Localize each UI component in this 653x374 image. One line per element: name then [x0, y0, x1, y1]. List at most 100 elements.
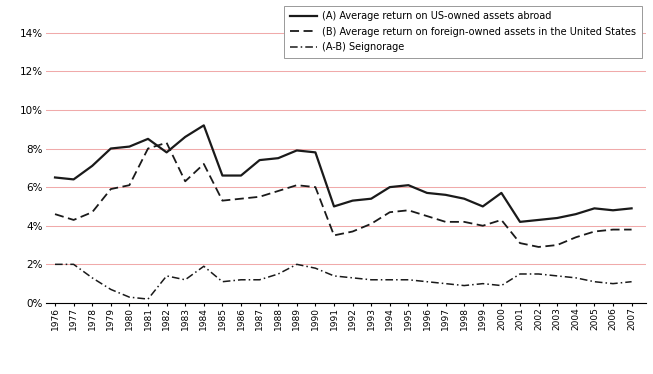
(B) Average return on foreign-owned assets in the United States — [51, 212, 59, 217]
(B) Average return on foreign-owned assets in the United States — [609, 227, 617, 232]
(A) Average return on US-owned assets abroad — [107, 146, 115, 151]
(A-B) Seignorage — [163, 274, 170, 278]
(A) Average return on US-owned assets abroad — [256, 158, 264, 162]
(A-B) Seignorage — [311, 266, 319, 270]
(A) Average return on US-owned assets abroad — [553, 216, 561, 220]
(A) Average return on US-owned assets abroad — [70, 177, 78, 182]
(A) Average return on US-owned assets abroad — [144, 137, 152, 141]
(A) Average return on US-owned assets abroad — [572, 212, 580, 217]
(B) Average return on foreign-owned assets in the United States — [182, 179, 189, 184]
(A-B) Seignorage — [628, 279, 635, 284]
(A-B) Seignorage — [274, 272, 282, 276]
(A-B) Seignorage — [553, 274, 561, 278]
(A) Average return on US-owned assets abroad — [274, 156, 282, 160]
(B) Average return on foreign-owned assets in the United States — [460, 220, 468, 224]
(A) Average return on US-owned assets abroad — [311, 150, 319, 154]
(B) Average return on foreign-owned assets in the United States — [274, 189, 282, 193]
(A) Average return on US-owned assets abroad — [237, 173, 245, 178]
(B) Average return on foreign-owned assets in the United States — [349, 229, 357, 234]
(A-B) Seignorage — [535, 272, 543, 276]
(B) Average return on foreign-owned assets in the United States — [535, 245, 543, 249]
(A-B) Seignorage — [256, 278, 264, 282]
(A-B) Seignorage — [590, 279, 598, 284]
(A) Average return on US-owned assets abroad — [609, 208, 617, 212]
(A) Average return on US-owned assets abroad — [88, 164, 96, 168]
(A) Average return on US-owned assets abroad — [367, 196, 375, 201]
(B) Average return on foreign-owned assets in the United States — [144, 146, 152, 151]
(A-B) Seignorage — [200, 264, 208, 269]
(B) Average return on foreign-owned assets in the United States — [572, 235, 580, 240]
(B) Average return on foreign-owned assets in the United States — [293, 183, 301, 187]
(A-B) Seignorage — [88, 276, 96, 280]
(A) Average return on US-owned assets abroad — [479, 204, 486, 209]
(A-B) Seignorage — [516, 272, 524, 276]
(B) Average return on foreign-owned assets in the United States — [311, 185, 319, 189]
(A-B) Seignorage — [293, 262, 301, 267]
(B) Average return on foreign-owned assets in the United States — [219, 198, 227, 203]
(B) Average return on foreign-owned assets in the United States — [423, 214, 431, 218]
(A-B) Seignorage — [498, 283, 505, 288]
(B) Average return on foreign-owned assets in the United States — [628, 227, 635, 232]
(B) Average return on foreign-owned assets in the United States — [441, 220, 449, 224]
(A-B) Seignorage — [182, 278, 189, 282]
(A) Average return on US-owned assets abroad — [516, 220, 524, 224]
(A-B) Seignorage — [367, 278, 375, 282]
(A) Average return on US-owned assets abroad — [219, 173, 227, 178]
(A-B) Seignorage — [479, 281, 486, 286]
(A) Average return on US-owned assets abroad — [404, 183, 412, 187]
(B) Average return on foreign-owned assets in the United States — [88, 210, 96, 214]
(A) Average return on US-owned assets abroad — [330, 204, 338, 209]
(B) Average return on foreign-owned assets in the United States — [386, 210, 394, 214]
(A) Average return on US-owned assets abroad — [460, 196, 468, 201]
(A) Average return on US-owned assets abroad — [200, 123, 208, 128]
(A-B) Seignorage — [460, 283, 468, 288]
(B) Average return on foreign-owned assets in the United States — [590, 229, 598, 234]
(A-B) Seignorage — [441, 281, 449, 286]
Legend: (A) Average return on US-owned assets abroad, (B) Average return on foreign-owne: (A) Average return on US-owned assets ab… — [284, 6, 642, 58]
(B) Average return on foreign-owned assets in the United States — [516, 241, 524, 245]
(B) Average return on foreign-owned assets in the United States — [163, 141, 170, 145]
Line: (A) Average return on US-owned assets abroad: (A) Average return on US-owned assets ab… — [55, 125, 631, 222]
(B) Average return on foreign-owned assets in the United States — [404, 208, 412, 212]
(A-B) Seignorage — [572, 276, 580, 280]
(A) Average return on US-owned assets abroad — [535, 218, 543, 222]
(A) Average return on US-owned assets abroad — [163, 150, 170, 154]
(A) Average return on US-owned assets abroad — [182, 135, 189, 139]
(A) Average return on US-owned assets abroad — [441, 193, 449, 197]
(A-B) Seignorage — [404, 278, 412, 282]
(B) Average return on foreign-owned assets in the United States — [498, 218, 505, 222]
(A) Average return on US-owned assets abroad — [423, 191, 431, 195]
(B) Average return on foreign-owned assets in the United States — [200, 162, 208, 166]
(A) Average return on US-owned assets abroad — [125, 144, 133, 149]
(A-B) Seignorage — [386, 278, 394, 282]
(B) Average return on foreign-owned assets in the United States — [479, 224, 486, 228]
(A-B) Seignorage — [125, 295, 133, 300]
(A) Average return on US-owned assets abroad — [628, 206, 635, 211]
(B) Average return on foreign-owned assets in the United States — [330, 233, 338, 237]
(B) Average return on foreign-owned assets in the United States — [70, 218, 78, 222]
(A) Average return on US-owned assets abroad — [498, 191, 505, 195]
(A) Average return on US-owned assets abroad — [386, 185, 394, 189]
(A-B) Seignorage — [609, 281, 617, 286]
(B) Average return on foreign-owned assets in the United States — [256, 194, 264, 199]
(B) Average return on foreign-owned assets in the United States — [367, 221, 375, 226]
(A) Average return on US-owned assets abroad — [590, 206, 598, 211]
(A-B) Seignorage — [70, 262, 78, 267]
(A-B) Seignorage — [349, 276, 357, 280]
(A) Average return on US-owned assets abroad — [349, 198, 357, 203]
Line: (B) Average return on foreign-owned assets in the United States: (B) Average return on foreign-owned asse… — [55, 143, 631, 247]
(A-B) Seignorage — [423, 279, 431, 284]
(B) Average return on foreign-owned assets in the United States — [125, 183, 133, 187]
(B) Average return on foreign-owned assets in the United States — [237, 196, 245, 201]
(A-B) Seignorage — [237, 278, 245, 282]
(A-B) Seignorage — [144, 297, 152, 301]
(B) Average return on foreign-owned assets in the United States — [553, 243, 561, 247]
(A-B) Seignorage — [51, 262, 59, 267]
(A-B) Seignorage — [219, 279, 227, 284]
(A-B) Seignorage — [107, 287, 115, 292]
(A) Average return on US-owned assets abroad — [293, 148, 301, 153]
(A) Average return on US-owned assets abroad — [51, 175, 59, 180]
(A-B) Seignorage — [330, 274, 338, 278]
Line: (A-B) Seignorage: (A-B) Seignorage — [55, 264, 631, 299]
(B) Average return on foreign-owned assets in the United States — [107, 187, 115, 191]
